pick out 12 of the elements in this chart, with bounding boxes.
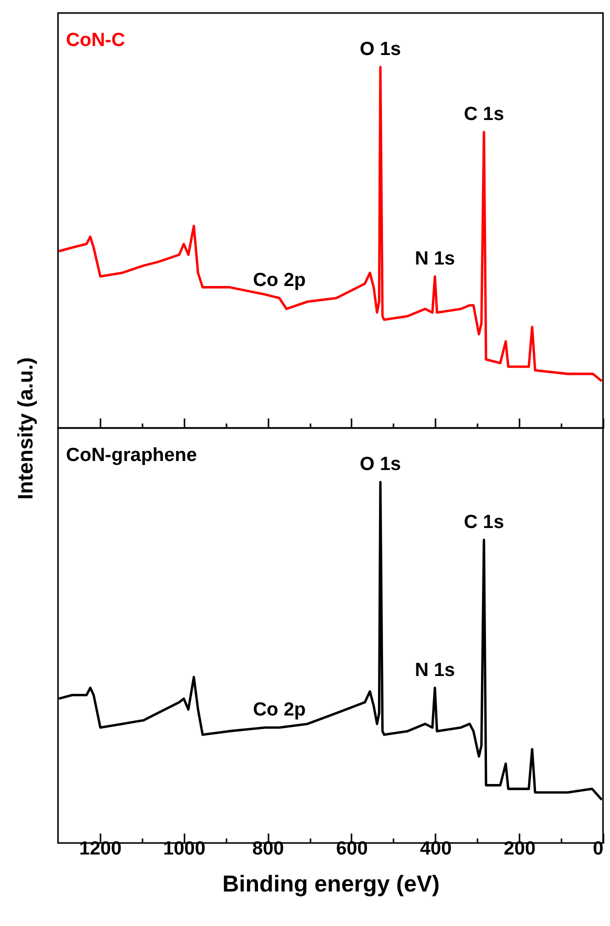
x-axis-title: Binding energy (eV) (222, 870, 440, 896)
annotation: O 1s (360, 454, 401, 476)
text: CoN-C (66, 30, 126, 51)
annotation: C 1s (464, 512, 504, 533)
text: CoN-graphene (66, 445, 197, 466)
annotation: C 1s (464, 104, 504, 126)
y-axis-title: Intensity (a.u.) (14, 357, 38, 500)
annotation: O 1s (360, 39, 401, 60)
annotation: N 1s (414, 248, 455, 270)
annotation: Co 2p (252, 270, 306, 292)
annotation: N 1s (414, 660, 455, 681)
annotation: Co 2p (252, 700, 306, 721)
